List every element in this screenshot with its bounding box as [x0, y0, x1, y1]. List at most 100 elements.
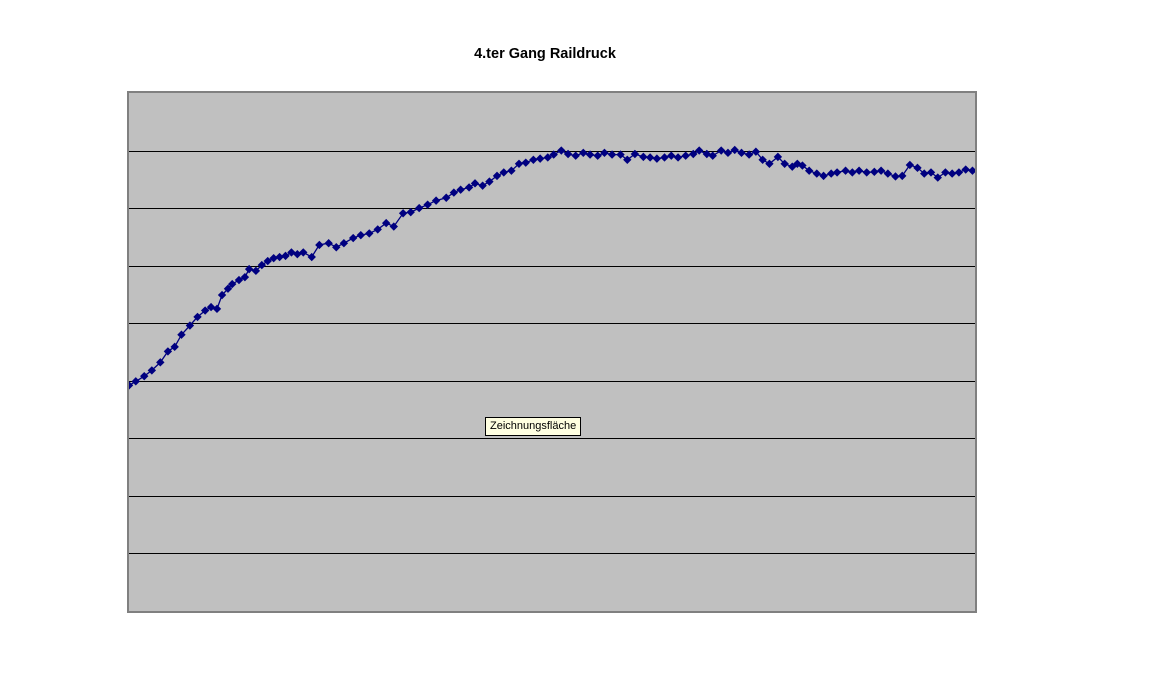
diamond-marker — [356, 230, 366, 240]
diamond-marker — [324, 239, 333, 248]
diamond-marker — [365, 229, 374, 238]
diamond-marker — [485, 177, 494, 186]
diamond-marker — [223, 284, 233, 293]
diamond-marker — [765, 159, 774, 168]
diamond-marker — [870, 167, 879, 177]
diamond-marker — [521, 158, 530, 167]
diamond-marker — [571, 151, 580, 160]
diamond-marker — [708, 151, 717, 160]
line-chart-canvas — [129, 145, 975, 554]
diamond-marker — [758, 155, 767, 164]
diamond-marker — [862, 168, 871, 177]
diamond-marker — [244, 264, 254, 274]
diamond-marker — [898, 171, 907, 181]
plot-area-tooltip: Zeichnungsfläche — [485, 417, 582, 436]
diamond-marker — [389, 222, 398, 231]
diamond-marker — [431, 196, 441, 205]
diamond-marker — [645, 153, 655, 162]
diamond-marker — [652, 154, 662, 163]
diamond-marker — [737, 148, 746, 158]
series-markers[interactable] — [129, 145, 975, 390]
diamond-marker — [788, 162, 797, 171]
diamond-marker — [563, 149, 573, 159]
diamond-marker — [514, 159, 524, 168]
diamond-marker — [492, 171, 502, 181]
diamond-marker — [913, 163, 922, 173]
diamond-marker — [423, 200, 432, 209]
diamond-marker — [535, 154, 545, 163]
diamond-marker — [600, 148, 609, 158]
diamond-marker — [876, 166, 886, 175]
diamond-marker — [478, 181, 487, 190]
diamond-marker — [507, 166, 516, 175]
diamond-marker — [773, 152, 783, 162]
diamond-marker — [307, 252, 316, 262]
diamond-marker — [832, 168, 842, 177]
diamond-marker — [299, 248, 308, 257]
diamond-marker — [557, 146, 566, 155]
diamond-marker — [263, 256, 272, 266]
diamond-marker — [798, 161, 807, 170]
diamond-marker — [717, 146, 726, 155]
diamond-marker — [854, 166, 864, 175]
diamond-marker — [275, 252, 284, 262]
diamond-marker — [695, 146, 704, 155]
diamond-marker — [348, 233, 358, 243]
diamond-marker — [804, 166, 814, 175]
plot-area[interactable] — [127, 91, 977, 613]
diamond-marker — [129, 381, 134, 390]
diamond-marker — [406, 207, 415, 217]
diamond-marker — [456, 185, 465, 194]
diamond-marker — [170, 342, 179, 352]
diamond-marker — [883, 169, 893, 178]
diamond-marker — [200, 306, 210, 315]
diamond-marker — [470, 179, 480, 188]
diamond-marker — [933, 173, 942, 182]
diamond-marker — [269, 253, 278, 263]
diamond-marker — [891, 172, 900, 181]
diamond-marker — [812, 169, 821, 178]
diamond-marker — [681, 151, 690, 160]
diamond-marker — [744, 150, 754, 159]
diamond-marker — [339, 239, 349, 248]
diamond-marker — [549, 150, 558, 159]
diamond-marker — [848, 168, 857, 177]
diamond-marker — [941, 168, 950, 177]
diamond-marker — [193, 312, 202, 322]
chart-title[interactable]: 4.ter Gang Raildruck — [474, 46, 616, 62]
diamond-marker — [240, 272, 250, 282]
diamond-marker — [751, 147, 761, 156]
diamond-marker — [163, 347, 173, 356]
diamond-marker — [381, 218, 391, 228]
diamond-marker — [131, 377, 140, 386]
diamond-marker — [841, 166, 850, 175]
diamond-marker — [529, 155, 538, 164]
diamond-marker — [449, 188, 459, 197]
diamond-marker — [723, 148, 733, 158]
diamond-marker — [234, 275, 244, 285]
diamond-marker — [281, 251, 290, 261]
diamond-marker — [217, 290, 227, 300]
diamond-marker — [730, 145, 739, 155]
diamond-marker — [819, 171, 828, 181]
diamond-marker — [414, 203, 424, 213]
diamond-marker — [616, 150, 625, 159]
diamond-marker — [660, 153, 669, 162]
diamond-marker — [826, 169, 836, 178]
diamond-marker — [920, 169, 929, 178]
diamond-marker — [639, 152, 648, 162]
diamond-marker — [257, 260, 267, 270]
diamond-marker — [926, 168, 936, 177]
diamond-marker — [543, 153, 552, 162]
diamond-marker — [373, 225, 382, 234]
diamond-marker — [212, 304, 222, 314]
diamond-marker — [667, 151, 676, 160]
diamond-marker — [147, 366, 157, 375]
diamond-marker — [968, 166, 975, 175]
diamond-marker — [332, 243, 341, 252]
diamond-marker — [398, 209, 408, 218]
diamond-marker — [177, 330, 186, 339]
diamond-marker — [287, 248, 296, 257]
diamond-marker — [579, 148, 588, 158]
